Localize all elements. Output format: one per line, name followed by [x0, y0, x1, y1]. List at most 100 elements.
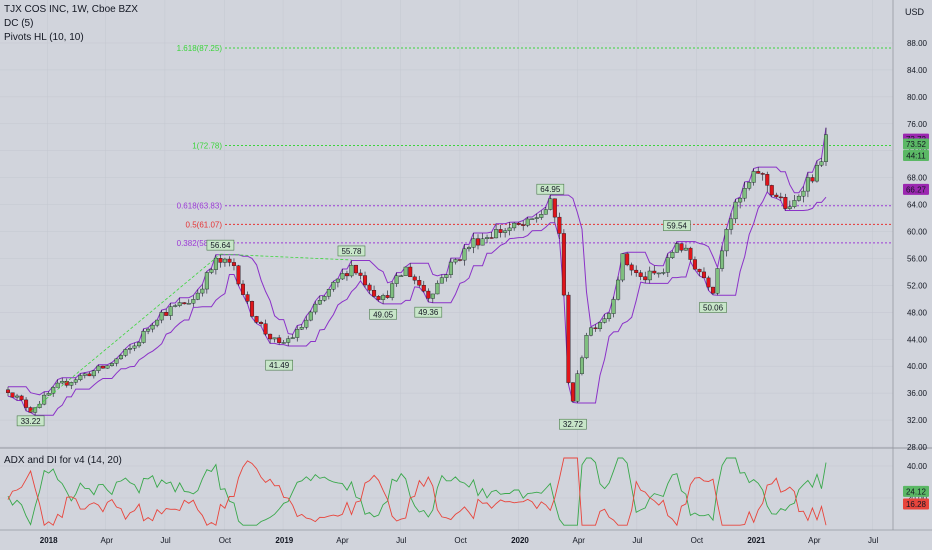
candle-body: [625, 253, 630, 266]
candle-body: [494, 229, 499, 239]
time-axis-label: Jul: [396, 536, 406, 545]
candle-body: [602, 318, 607, 323]
candle-body: [299, 327, 304, 330]
candle-body: [512, 222, 517, 229]
time-axis-label: Jul: [632, 536, 642, 545]
candle-body: [272, 337, 277, 340]
candle-body: [570, 382, 575, 402]
candle-body: [466, 247, 471, 250]
symbol-title[interactable]: TJX COS INC, 1W, Cboe BZX: [4, 4, 138, 15]
price-tick-label: 40.00: [907, 362, 928, 371]
candle-body: [697, 268, 702, 273]
fib-level-label: 1(72.78): [192, 141, 222, 150]
price-tick-label: 80.00: [907, 93, 928, 102]
candle-body: [480, 238, 485, 246]
adx-tag: [903, 485, 929, 497]
fib-level-label: 0.382(58.31): [177, 239, 223, 248]
adx-tag-label: 24.12: [906, 487, 927, 496]
candle-body: [588, 327, 593, 336]
candle-body: [159, 312, 164, 321]
candle-body: [679, 243, 684, 251]
fib-level-label: 1.618(87.25): [177, 44, 223, 53]
time-axis-label: 2021: [747, 536, 765, 545]
candle-body: [349, 264, 354, 277]
candle-body: [290, 337, 295, 339]
candle-body: [507, 227, 512, 231]
price-tick-label: 48.00: [907, 308, 928, 317]
pivot-label-box: [536, 183, 565, 195]
candle-body: [439, 277, 444, 284]
candle-body: [326, 289, 331, 297]
indicator-dc-label[interactable]: DC (5): [4, 18, 34, 29]
candle-body: [593, 327, 598, 330]
candle-body: [430, 293, 435, 299]
candle-body: [579, 357, 584, 374]
candle-body: [241, 283, 246, 295]
candle-body: [358, 272, 363, 276]
candle-body: [51, 387, 56, 394]
pivot-label-box: [16, 415, 45, 427]
candle-body: [647, 270, 652, 281]
pivot-label-box: [206, 239, 235, 251]
candle-body: [118, 355, 123, 360]
candle-body: [769, 185, 774, 196]
candle-body: [42, 394, 47, 405]
candle-body: [236, 265, 241, 285]
price-tag-label: 73.52: [906, 140, 927, 149]
pivot-label: 32.72: [563, 420, 584, 429]
candle-body: [132, 345, 137, 349]
candle-body: [810, 177, 815, 182]
candle-body: [751, 171, 756, 183]
candle-body: [566, 294, 571, 383]
candle-body: [471, 238, 476, 248]
candle-body: [308, 311, 313, 321]
candle-body: [353, 264, 358, 274]
candle-body: [177, 302, 182, 306]
time-axis-label: Apr: [573, 536, 586, 545]
fib-level-label: 0.5(61.07): [186, 220, 223, 229]
candle-body: [191, 299, 196, 304]
grid: [0, 0, 893, 530]
candle-body: [394, 275, 399, 284]
price-tick-label: 28.00: [907, 443, 928, 452]
price-tick-label: 84.00: [907, 66, 928, 75]
candle-body: [742, 188, 747, 199]
candle-body: [616, 279, 621, 300]
candle-body: [814, 164, 819, 182]
candle-body: [24, 399, 29, 408]
candle-body: [390, 283, 395, 298]
adx-di-series: [0, 447, 932, 527]
candle-body: [412, 276, 417, 281]
pivot-label-box: [337, 245, 366, 257]
time-axis-label: Apr: [101, 536, 114, 545]
candle-body: [489, 237, 494, 239]
adx-pane-title[interactable]: ADX and DI for v4 (14, 20): [4, 455, 122, 466]
candle-body: [665, 257, 670, 273]
pivot-label: 41.49: [269, 361, 290, 370]
candle-body: [534, 217, 539, 219]
candle-body: [444, 274, 449, 278]
candle-body: [245, 294, 250, 302]
candle-body: [60, 380, 65, 384]
candle-body: [304, 319, 309, 328]
candle-body: [643, 276, 648, 281]
candle-body: [259, 322, 264, 324]
candle-body: [638, 272, 643, 277]
candle-body: [322, 296, 327, 301]
candle-body: [313, 303, 318, 313]
candle-body: [168, 306, 173, 316]
candle-body: [525, 218, 530, 226]
indicator-pivots-label[interactable]: Pivots HL (10, 10): [4, 32, 84, 43]
candle-body: [620, 253, 625, 281]
adx-tick-label: 40.00: [907, 462, 928, 471]
price-tick-label: 56.00: [907, 254, 928, 263]
pivot-connector: [30, 253, 221, 413]
candle-body: [173, 305, 178, 307]
candle-body: [575, 373, 580, 402]
candle-body: [331, 282, 336, 290]
candle-body: [376, 296, 381, 300]
candle-body: [295, 329, 300, 338]
candle-body: [381, 295, 386, 300]
candle-body: [399, 275, 404, 277]
